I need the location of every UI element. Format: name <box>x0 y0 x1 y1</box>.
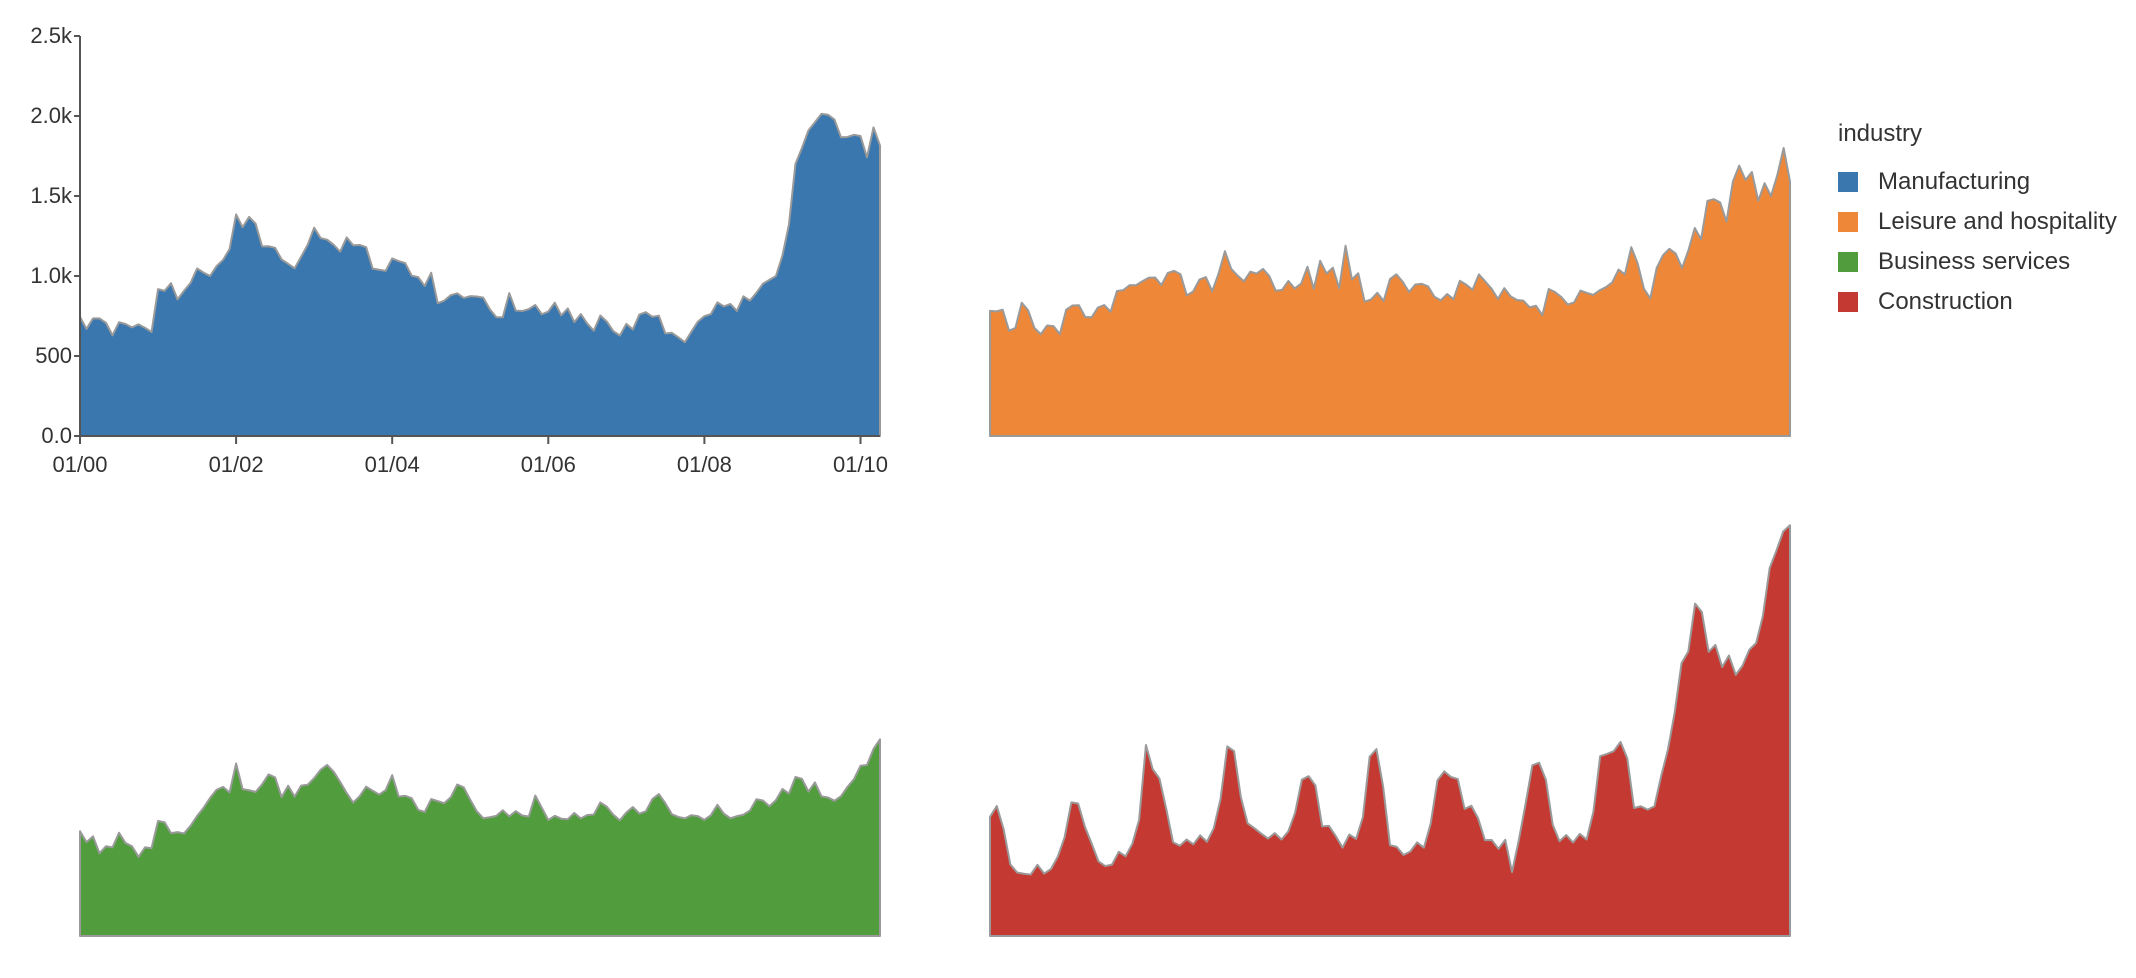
legend-item-manufacturing: Manufacturing <box>1838 162 2117 202</box>
panel-business-services <box>79 738 881 937</box>
area-leisure-and-hospitality <box>989 147 1791 437</box>
legend-label: Business services <box>1878 248 2071 275</box>
legend-swatch <box>1838 212 1858 232</box>
x-tick-label: 01/00 <box>52 452 107 477</box>
legend-item-business-services: Business services <box>1838 242 2117 282</box>
area-business-services <box>79 738 881 937</box>
x-tick-label: 01/02 <box>209 452 264 477</box>
legend-swatch <box>1838 172 1858 192</box>
panel-leisure-and-hospitality <box>989 147 1791 437</box>
area-manufacturing <box>79 112 881 437</box>
area-construction <box>989 524 1791 937</box>
y-tick-label: 2.0k <box>30 103 73 128</box>
legend-label: Construction <box>1878 288 2013 315</box>
x-ticks: 01/00 01/02 01/04 01/06 01/08 01/10 <box>52 436 888 477</box>
legend-item-construction: Construction <box>1838 282 2117 322</box>
y-tick-label: 0.0 <box>41 423 72 448</box>
y-axis: 0.0 500 1.0k 1.5k 2.0k 2.5k <box>30 23 81 448</box>
legend-label: Manufacturing <box>1878 168 2031 195</box>
x-tick-label: 01/10 <box>833 452 888 477</box>
legend-title: industry <box>1838 120 1923 147</box>
legend-swatch <box>1838 292 1858 312</box>
legend-swatch <box>1838 252 1858 272</box>
x-tick-label: 01/04 <box>365 452 420 477</box>
legend-item-leisure-and-hospitality: Leisure and hospitality <box>1838 202 2117 242</box>
y-tick-label: 1.5k <box>30 183 73 208</box>
legend: industry Manufacturing Leisure and hospi… <box>1838 120 2117 322</box>
y-tick-label: 500 <box>35 343 72 368</box>
x-axis: 01/00 01/02 01/04 01/06 01/08 01/10 <box>52 435 888 477</box>
y-tick-label: 2.5k <box>30 23 73 48</box>
y-ticks: 0.0 500 1.0k 1.5k 2.0k 2.5k <box>30 23 80 448</box>
y-tick-label: 1.0k <box>30 263 73 288</box>
legend-label: Leisure and hospitality <box>1878 208 2117 235</box>
x-tick-label: 01/08 <box>677 452 732 477</box>
x-tick-label: 01/06 <box>521 452 576 477</box>
panel-construction <box>989 524 1791 937</box>
